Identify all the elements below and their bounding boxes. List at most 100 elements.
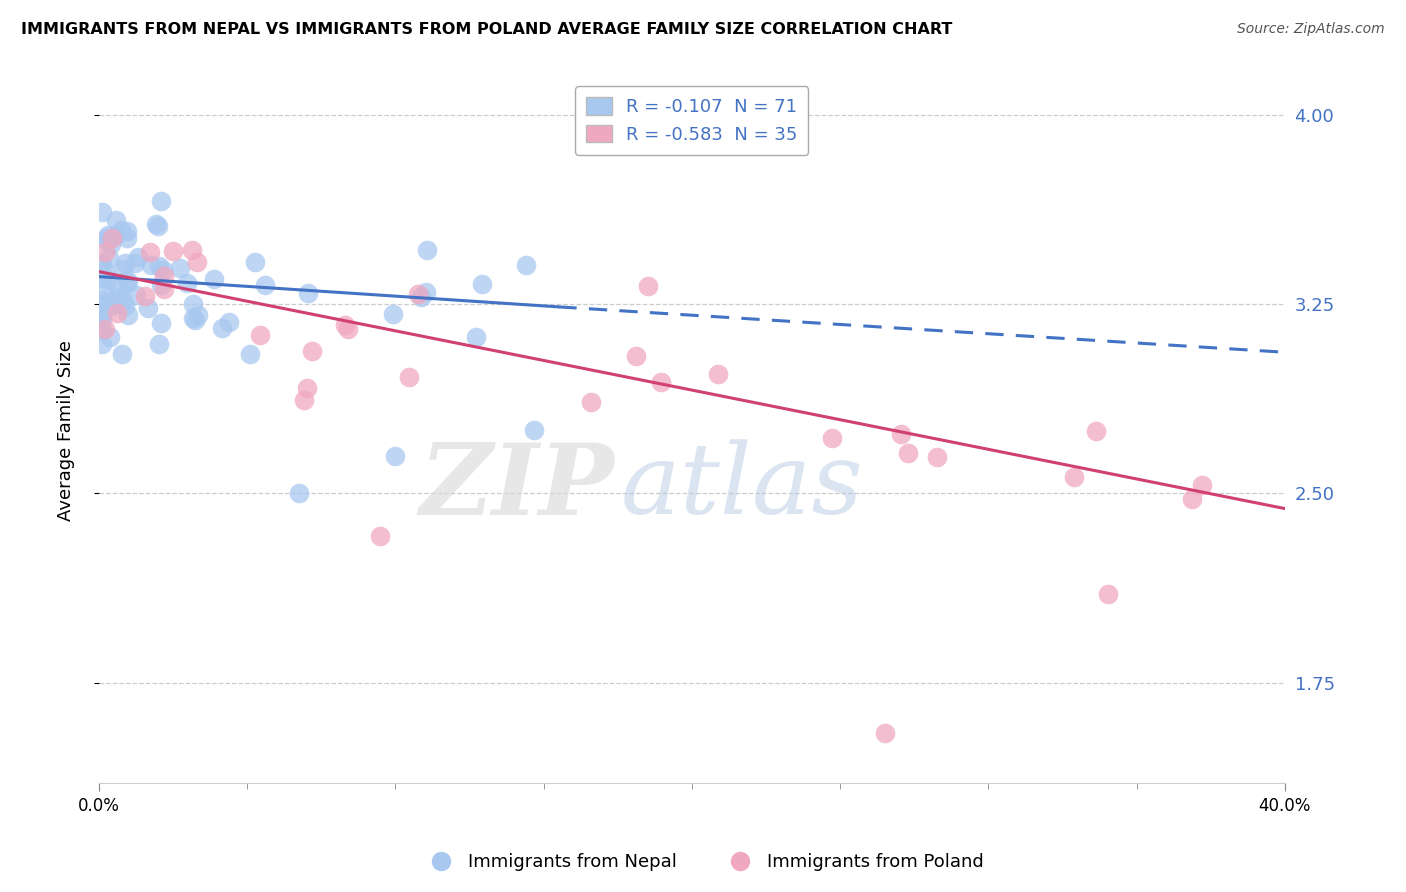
Point (100, 299, 122, 313)
Point (337, 322, 360, 336)
Point (925, 450, 948, 464)
Point (97, 273, 120, 287)
Point (139, 245, 162, 260)
Point (579, 395, 602, 409)
Point (184, 312, 207, 326)
Point (124, 288, 146, 302)
Point (104, 212, 127, 227)
Point (93, 245, 115, 260)
Point (146, 219, 169, 233)
Point (98, 251, 121, 265)
Point (107, 279, 129, 293)
Point (152, 268, 174, 283)
Point (117, 231, 139, 245)
Point (890, 427, 912, 442)
Point (96, 235, 118, 249)
Point (650, 376, 672, 390)
Point (100, 237, 122, 252)
Point (1181, 492, 1204, 507)
Point (515, 258, 537, 272)
Point (239, 347, 262, 361)
Point (211, 321, 233, 335)
Point (162, 244, 184, 259)
Point (181, 297, 204, 311)
Point (152, 282, 174, 296)
Point (90, 257, 112, 271)
Text: IMMIGRANTS FROM NEPAL VS IMMIGRANTS FROM POLAND AVERAGE FAMILY SIZE CORRELATION : IMMIGRANTS FROM NEPAL VS IMMIGRANTS FROM… (21, 22, 952, 37)
Point (287, 486, 309, 500)
Point (398, 370, 420, 384)
Point (105, 290, 128, 304)
Point (112, 293, 135, 307)
Point (253, 278, 276, 293)
Point (110, 222, 132, 236)
Point (180, 243, 202, 257)
Point (145, 217, 167, 231)
Point (114, 255, 136, 269)
Point (149, 194, 172, 209)
Point (370, 529, 392, 543)
Point (406, 287, 429, 301)
Point (1063, 469, 1085, 483)
Point (90, 205, 112, 219)
Point (136, 301, 159, 315)
Point (91, 312, 114, 326)
Point (873, 726, 896, 740)
Point (91, 323, 114, 337)
Point (105, 306, 128, 320)
Point (202, 272, 225, 286)
Point (114, 299, 136, 313)
Point (97, 228, 120, 243)
Point (411, 290, 433, 304)
Point (181, 310, 204, 325)
Point (465, 330, 488, 344)
Point (384, 449, 406, 463)
Point (90, 336, 112, 351)
Point (115, 223, 138, 237)
Point (637, 278, 659, 293)
Point (186, 255, 208, 269)
Text: Source: ZipAtlas.com: Source: ZipAtlas.com (1237, 22, 1385, 37)
Point (98, 330, 121, 344)
Legend: Immigrants from Nepal, Immigrants from Poland: Immigrants from Nepal, Immigrants from P… (415, 847, 991, 879)
Point (124, 256, 146, 270)
Point (301, 344, 323, 359)
Point (152, 263, 174, 277)
Point (104, 228, 127, 243)
Point (415, 243, 437, 257)
Point (117, 308, 139, 322)
Legend: R = -0.107  N = 71, R = -0.583  N = 35: R = -0.107 N = 71, R = -0.583 N = 35 (575, 87, 808, 155)
Point (333, 318, 356, 332)
Point (90, 293, 112, 307)
Point (249, 328, 271, 343)
Point (176, 276, 198, 290)
Point (150, 277, 173, 292)
Point (169, 260, 191, 275)
Point (1191, 478, 1213, 492)
Point (91, 270, 114, 285)
Point (94, 322, 117, 336)
Point (297, 285, 319, 300)
Point (292, 392, 315, 407)
Point (96, 231, 118, 245)
Point (1084, 424, 1107, 438)
Point (111, 261, 134, 276)
Point (90, 310, 112, 324)
Point (707, 367, 730, 381)
Point (150, 316, 173, 330)
Point (101, 231, 124, 245)
Y-axis label: Average Family Size: Average Family Size (58, 340, 75, 521)
Point (415, 285, 437, 299)
Point (821, 431, 844, 445)
Point (624, 349, 647, 363)
Text: atlas: atlas (620, 439, 863, 534)
Point (187, 308, 209, 322)
Point (134, 288, 156, 302)
Point (297, 381, 319, 395)
Text: ZIP: ZIP (420, 439, 614, 535)
Point (139, 258, 162, 272)
Point (117, 277, 139, 291)
Point (127, 250, 149, 264)
Point (94, 264, 117, 278)
Point (111, 347, 134, 361)
